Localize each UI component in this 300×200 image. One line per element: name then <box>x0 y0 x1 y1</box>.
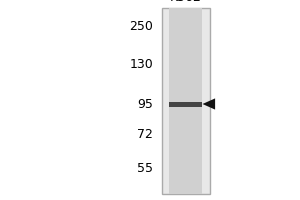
Text: 72: 72 <box>137 129 153 142</box>
Text: 130: 130 <box>129 58 153 71</box>
Polygon shape <box>202 98 215 110</box>
Text: K562: K562 <box>170 0 202 4</box>
Text: 95: 95 <box>137 98 153 110</box>
Text: 55: 55 <box>137 162 153 174</box>
Bar <box>162 8 210 194</box>
Bar <box>169 102 202 106</box>
Bar <box>169 8 202 194</box>
Text: 250: 250 <box>129 20 153 32</box>
